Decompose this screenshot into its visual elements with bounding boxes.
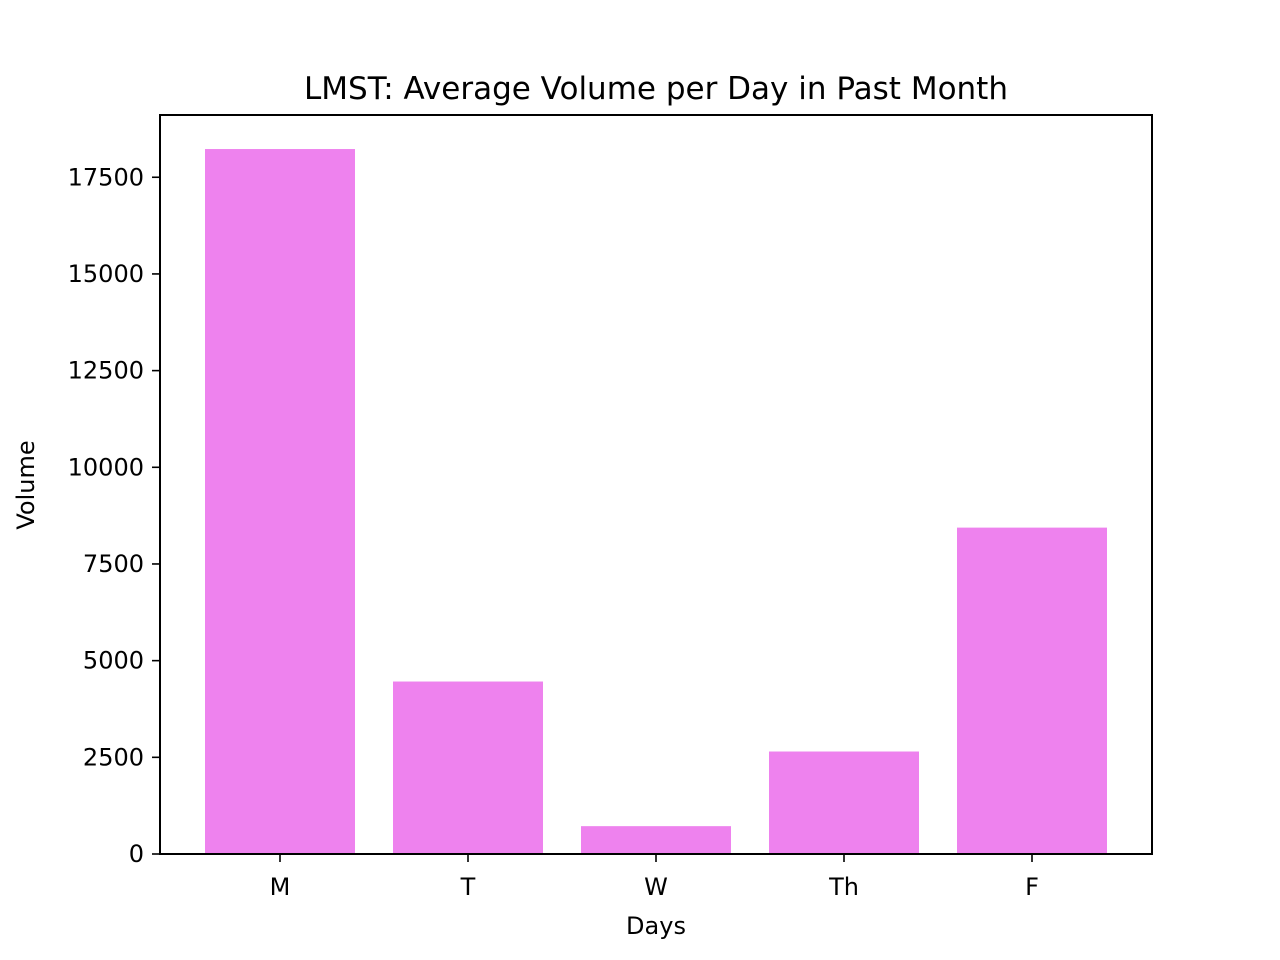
x-tick-label: F [1025,873,1039,901]
x-tick-label: W [644,873,668,901]
y-tick-label: 12500 [68,357,144,385]
y-tick-label: 5000 [83,647,144,675]
x-tick-label: M [270,873,291,901]
plot-frame [159,114,1153,855]
x-axis-label: Days [626,912,686,940]
y-axis-label: Volume [12,440,40,529]
bar-w [581,826,731,854]
x-tick-label: T [460,873,476,901]
y-tick-label: 7500 [83,550,144,578]
x-axis-ticks: M T W Th F [270,854,1039,901]
bar-f [957,527,1107,854]
bars-group [205,149,1107,855]
y-tick-label: 15000 [68,260,144,288]
y-tick-label: 10000 [68,453,144,481]
y-axis-ticks: 0 2500 5000 7500 10000 12500 15000 17500 [68,163,160,868]
y-tick-label: 0 [129,840,144,868]
chart-title: LMST: Average Volume per Day in Past Mon… [304,71,1008,107]
bar-th [769,751,919,854]
x-tick-label: Th [828,873,859,901]
bar-m [205,149,355,855]
y-tick-label: 2500 [83,743,144,771]
y-tick-label: 17500 [68,163,144,191]
bar-t [393,681,543,854]
